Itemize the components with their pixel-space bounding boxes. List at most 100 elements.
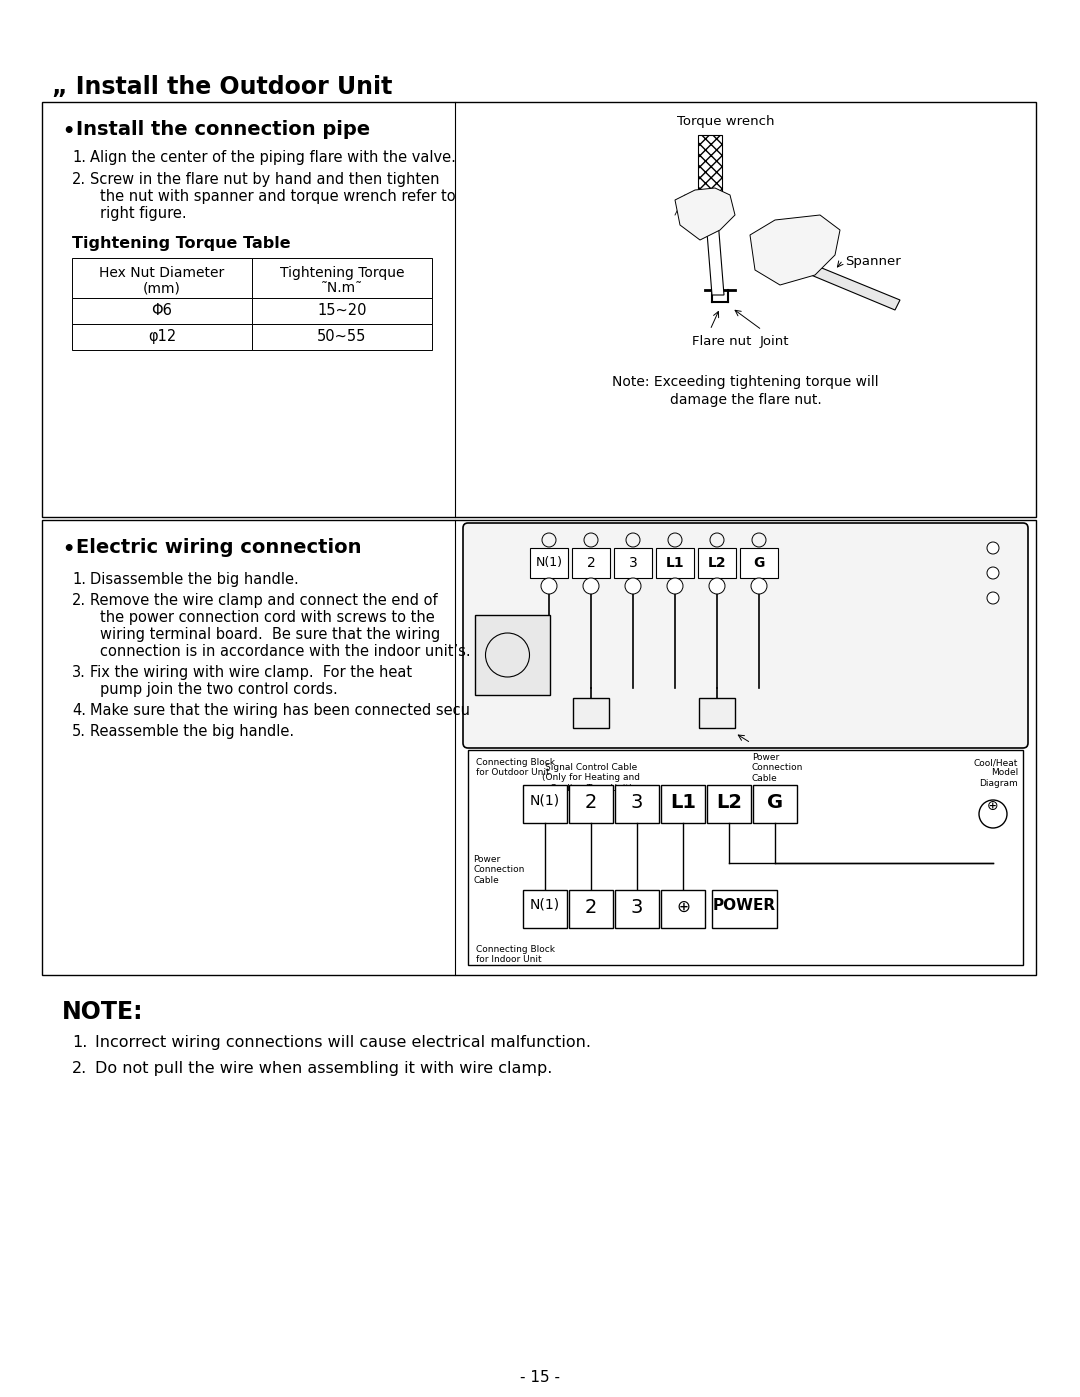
Text: •: • <box>62 541 75 559</box>
Bar <box>656 548 694 578</box>
Polygon shape <box>704 196 724 295</box>
Bar <box>615 548 652 578</box>
Bar <box>698 136 723 196</box>
Bar <box>661 785 705 823</box>
Bar <box>615 785 659 823</box>
Bar <box>712 890 777 928</box>
Bar <box>699 698 735 728</box>
Text: Spanner: Spanner <box>845 256 901 268</box>
Bar <box>252 258 432 298</box>
Bar <box>72 324 252 351</box>
Text: „ Install the Outdoor Unit: „ Install the Outdoor Unit <box>52 75 392 99</box>
Text: wiring terminal board.  Be sure that the wiring: wiring terminal board. Be sure that the … <box>100 627 441 643</box>
Bar <box>573 698 609 728</box>
Text: 2.: 2. <box>72 592 86 608</box>
Text: Fix the wiring with wire clamp.  For the heat: Fix the wiring with wire clamp. For the … <box>90 665 413 680</box>
Text: (mm): (mm) <box>143 281 181 295</box>
Circle shape <box>625 578 642 594</box>
Text: 15~20: 15~20 <box>318 303 367 319</box>
Bar <box>661 890 705 928</box>
Bar <box>530 548 568 578</box>
Text: connection is in accordance with the indoor unit’s.: connection is in accordance with the ind… <box>100 644 471 659</box>
Bar <box>523 890 567 928</box>
Text: Disassemble the big handle.: Disassemble the big handle. <box>90 571 299 587</box>
Bar <box>698 548 735 578</box>
Text: Φ6: Φ6 <box>151 303 173 319</box>
Circle shape <box>987 567 999 578</box>
Polygon shape <box>775 250 789 272</box>
Text: Flare nut: Flare nut <box>692 335 752 348</box>
Text: ˜N.m˜: ˜N.m˜ <box>321 281 363 295</box>
Text: 2.: 2. <box>72 172 86 187</box>
Text: Incorrect wiring connections will cause electrical malfunction.: Incorrect wiring connections will cause … <box>95 1035 591 1051</box>
Text: L2: L2 <box>707 556 727 570</box>
Text: ⊕: ⊕ <box>676 898 690 916</box>
Text: 2: 2 <box>586 556 595 570</box>
Text: Reassemble the big handle.: Reassemble the big handle. <box>90 724 294 739</box>
Text: NOTE:: NOTE: <box>62 1000 144 1024</box>
Text: Electric wiring connection: Electric wiring connection <box>76 538 362 557</box>
Circle shape <box>978 800 1007 828</box>
Text: Torque wrench: Torque wrench <box>677 115 774 129</box>
Bar <box>569 785 613 823</box>
Text: 3: 3 <box>631 793 644 812</box>
Circle shape <box>987 542 999 555</box>
Text: 4.: 4. <box>72 703 86 718</box>
Text: 50~55: 50~55 <box>318 330 367 344</box>
Text: the nut with spanner and torque wrench refer to: the nut with spanner and torque wrench r… <box>100 189 456 204</box>
Bar <box>569 890 613 928</box>
Bar <box>523 785 567 823</box>
Polygon shape <box>775 256 900 310</box>
Text: •: • <box>62 122 75 141</box>
Text: 3: 3 <box>631 898 644 916</box>
Text: Signal Control Cable
(Only for Heating and
Cooling Type Unit): Signal Control Cable (Only for Heating a… <box>542 763 640 793</box>
Text: 2: 2 <box>584 793 597 812</box>
Text: L1: L1 <box>670 793 696 812</box>
Bar <box>707 785 751 823</box>
Text: Connecting Block
for Outdoor Unit: Connecting Block for Outdoor Unit <box>476 759 555 777</box>
Text: pump join the two control cords.: pump join the two control cords. <box>100 682 338 697</box>
Text: right figure.: right figure. <box>100 205 187 221</box>
Bar <box>42 102 1036 517</box>
Text: 1.: 1. <box>72 571 86 587</box>
Text: Note: Exceeding tightening torque will: Note: Exceeding tightening torque will <box>612 374 879 388</box>
Text: 5.: 5. <box>72 724 86 739</box>
Text: Power
Connection
Cable: Power Connection Cable <box>752 753 804 782</box>
Text: Tightening Torque: Tightening Torque <box>280 265 404 279</box>
Bar <box>615 890 659 928</box>
FancyBboxPatch shape <box>463 522 1028 747</box>
Bar <box>42 520 1036 975</box>
Circle shape <box>541 578 557 594</box>
Text: G: G <box>754 556 765 570</box>
Circle shape <box>987 592 999 604</box>
Bar <box>252 298 432 324</box>
Text: N(1): N(1) <box>536 556 563 569</box>
Text: Make sure that the wiring has been connected secu: Make sure that the wiring has been conne… <box>90 703 470 718</box>
Text: Hex Nut Diameter: Hex Nut Diameter <box>99 265 225 279</box>
Circle shape <box>667 578 683 594</box>
Text: 1.: 1. <box>72 149 86 165</box>
Polygon shape <box>750 215 840 285</box>
Bar <box>252 324 432 351</box>
Text: G: G <box>767 793 783 812</box>
Text: L1: L1 <box>665 556 685 570</box>
Bar <box>753 785 797 823</box>
Text: 2.: 2. <box>72 1060 87 1076</box>
Circle shape <box>583 578 599 594</box>
Bar <box>468 750 1023 965</box>
Text: Tightening Torque Table: Tightening Torque Table <box>72 236 291 251</box>
Bar <box>740 548 778 578</box>
Text: ⊕: ⊕ <box>987 799 999 813</box>
Circle shape <box>751 578 767 594</box>
Text: L2: L2 <box>716 793 742 812</box>
Text: Install the connection pipe: Install the connection pipe <box>76 120 370 138</box>
Text: 3.: 3. <box>72 665 86 680</box>
Text: Cool/Heat
Model
Diagram: Cool/Heat Model Diagram <box>974 759 1018 788</box>
Text: POWER: POWER <box>713 898 777 914</box>
Bar <box>475 615 550 694</box>
Text: 2: 2 <box>584 898 597 916</box>
Text: N(1): N(1) <box>530 898 561 912</box>
Text: 3: 3 <box>629 556 637 570</box>
Text: Power
Connection
Cable: Power Connection Cable <box>473 855 525 884</box>
Text: Align the center of the piping flare with the valve.: Align the center of the piping flare wit… <box>90 149 456 165</box>
